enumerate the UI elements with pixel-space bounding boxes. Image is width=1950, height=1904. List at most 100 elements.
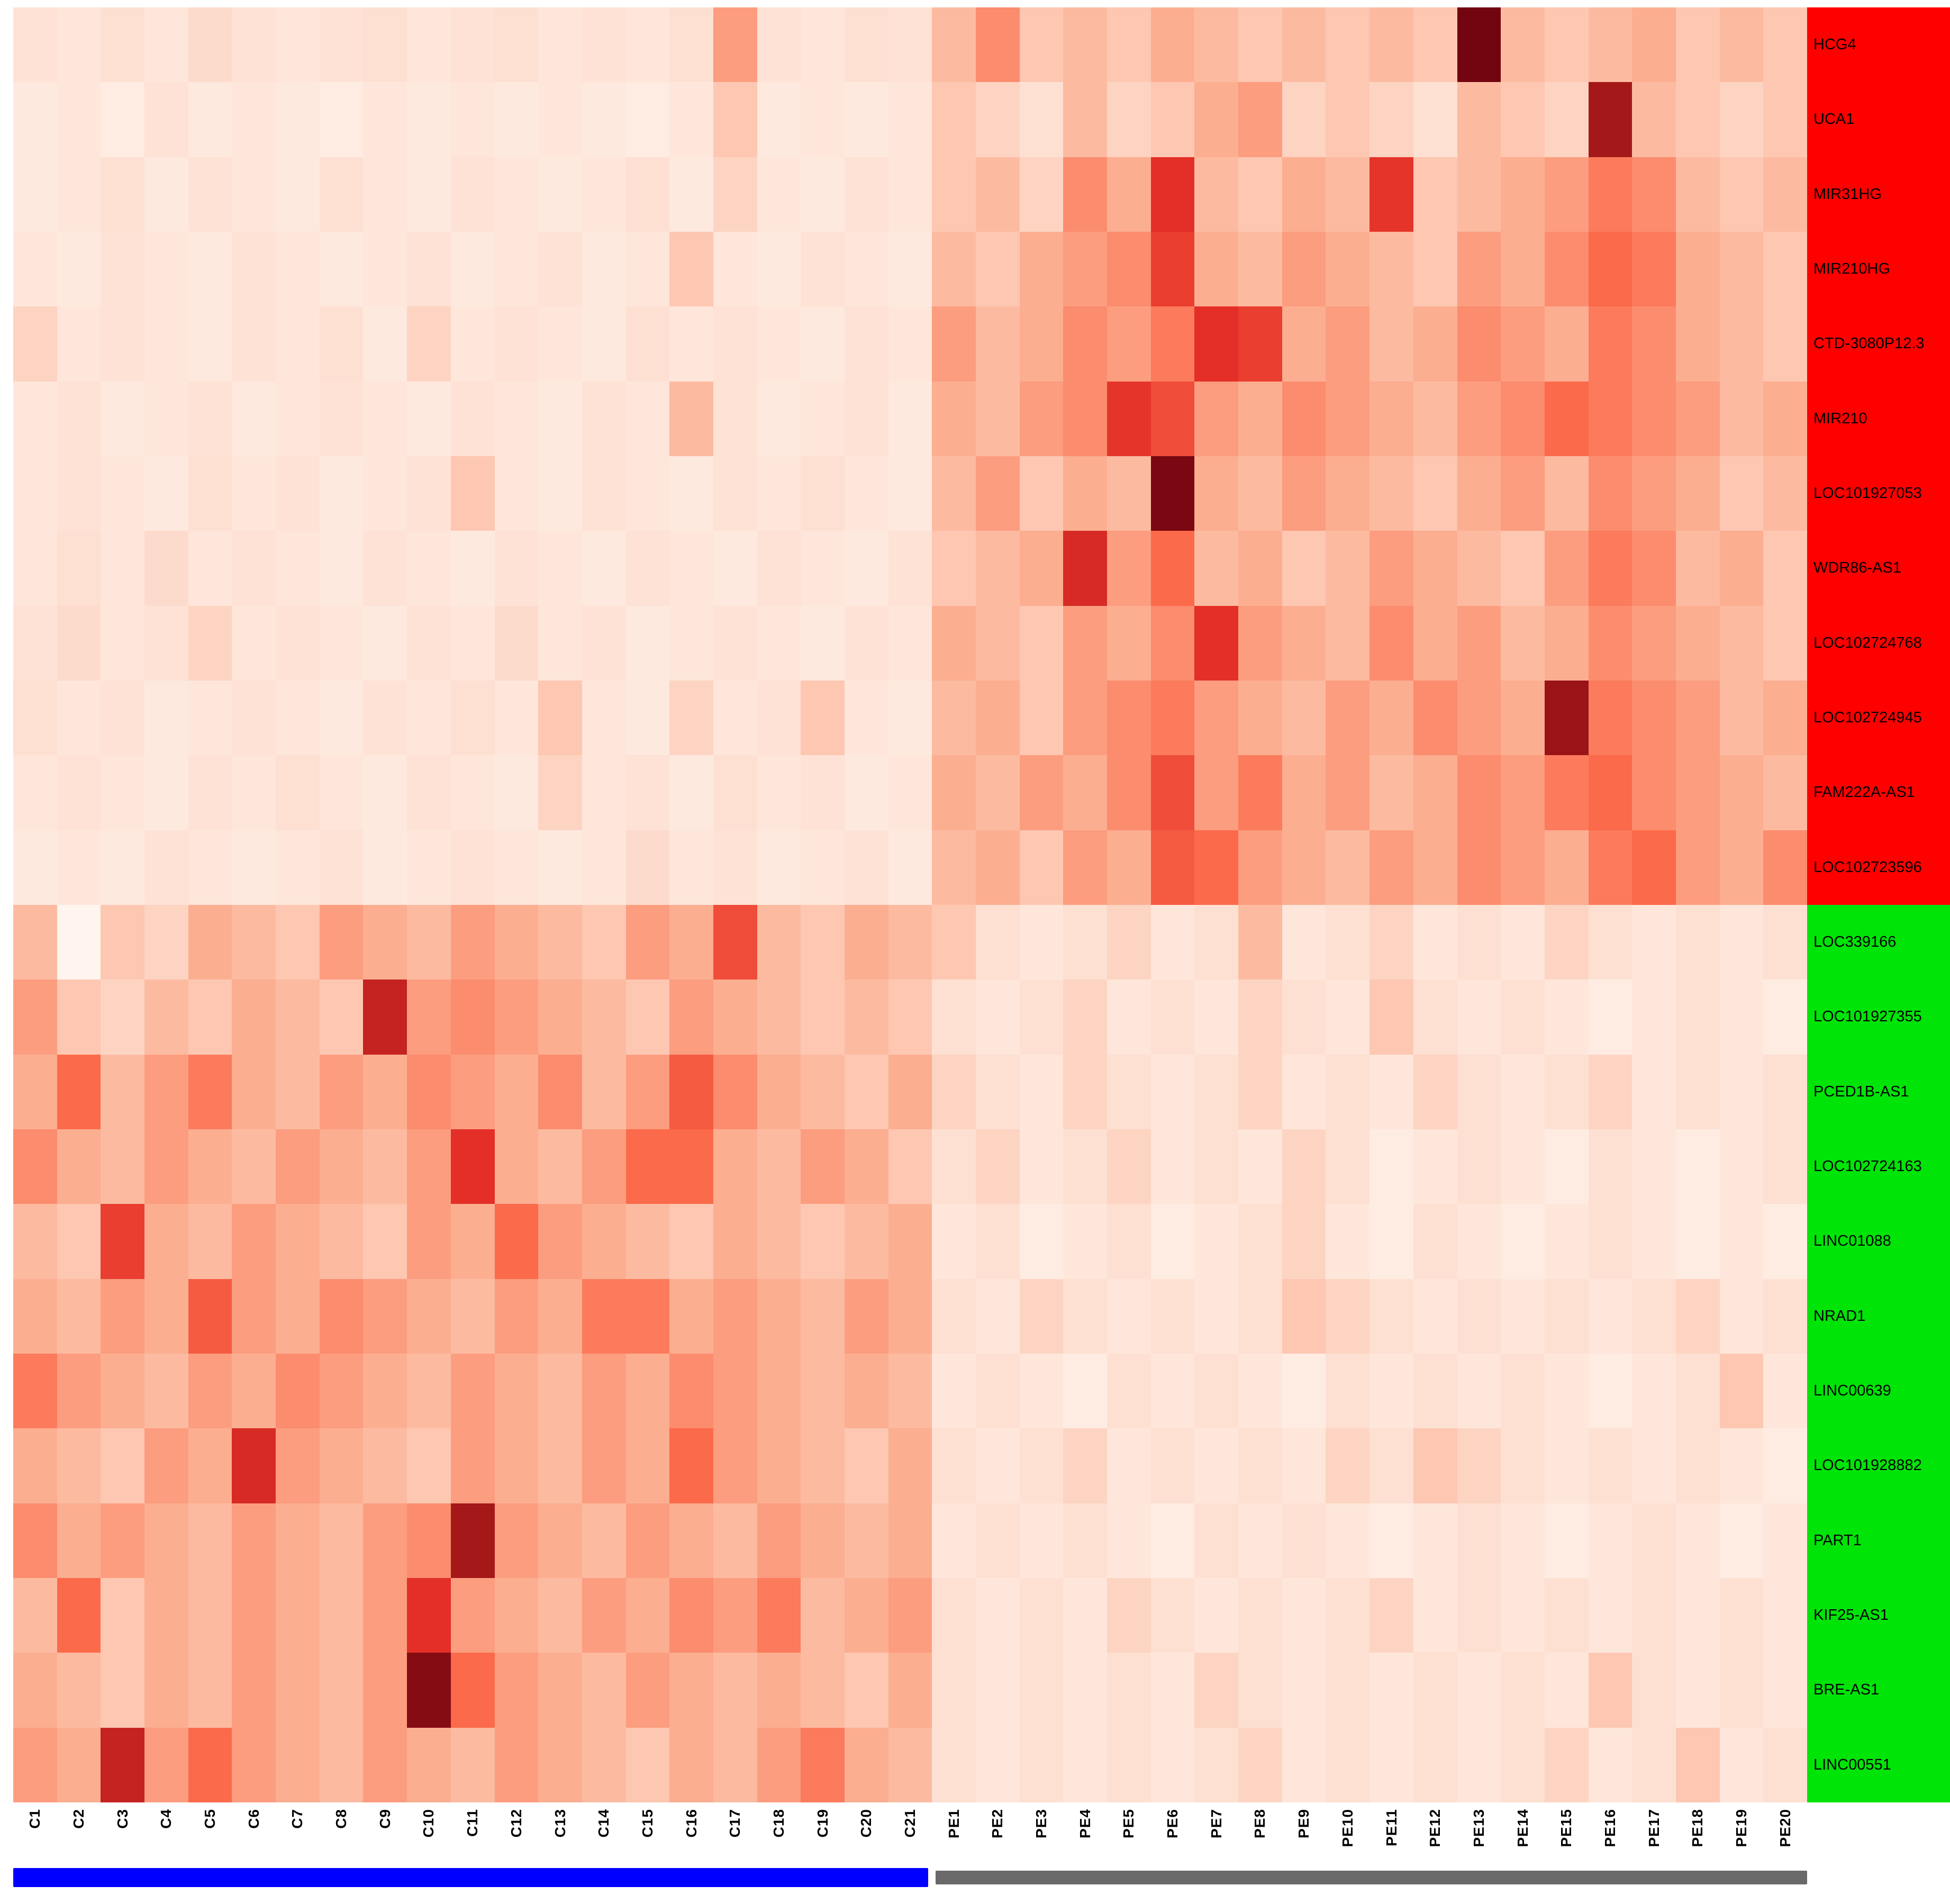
heatmap-cell bbox=[976, 1503, 1020, 1578]
heatmap-cell bbox=[1063, 1727, 1108, 1802]
row-label: WDR86-AS1 bbox=[1807, 531, 1950, 606]
row-label: CTD-3080P12.3 bbox=[1807, 306, 1950, 382]
heatmap-cell bbox=[188, 306, 232, 382]
heatmap-cell bbox=[319, 1503, 364, 1578]
heatmap-cell bbox=[1019, 1727, 1064, 1802]
heatmap-cell bbox=[1107, 680, 1151, 756]
heatmap-cell bbox=[582, 1653, 626, 1728]
heatmap-cell bbox=[757, 1503, 801, 1578]
heatmap-cell bbox=[1413, 306, 1457, 382]
heatmap-cell bbox=[1369, 1279, 1413, 1354]
heatmap-cell bbox=[1194, 157, 1239, 232]
heatmap-cell bbox=[13, 980, 57, 1055]
column-label: PE5 bbox=[1120, 1809, 1137, 1838]
heatmap-cell bbox=[1194, 1577, 1239, 1653]
heatmap-cell bbox=[888, 904, 932, 980]
heatmap-cell bbox=[1501, 1428, 1545, 1503]
heatmap-cell bbox=[669, 7, 713, 83]
heatmap-cell bbox=[1107, 605, 1151, 681]
heatmap-cell bbox=[57, 1353, 101, 1429]
heatmap-cell bbox=[101, 1653, 145, 1728]
heatmap-cell bbox=[450, 1279, 495, 1354]
heatmap-cell bbox=[1763, 231, 1807, 307]
heatmap-cell bbox=[1238, 680, 1282, 756]
heatmap-cell bbox=[1369, 1503, 1413, 1578]
column-label: C4 bbox=[158, 1809, 175, 1829]
column-label: PE13 bbox=[1470, 1809, 1487, 1847]
heatmap-cell bbox=[888, 830, 932, 905]
heatmap-cell bbox=[1413, 1054, 1457, 1129]
heatmap-cell bbox=[932, 1054, 976, 1129]
heatmap-cell bbox=[1063, 1054, 1108, 1129]
heatmap-cell bbox=[188, 830, 232, 905]
heatmap-cell bbox=[232, 1129, 276, 1204]
heatmap-cell bbox=[1588, 1577, 1632, 1653]
heatmap-cell bbox=[976, 605, 1020, 681]
heatmap-cell bbox=[232, 755, 276, 830]
column-label: PE10 bbox=[1339, 1809, 1356, 1847]
heatmap-cell bbox=[625, 381, 670, 456]
heatmap-cell bbox=[1719, 7, 1764, 83]
heatmap-cell bbox=[13, 1353, 57, 1429]
row-label: LINC01088 bbox=[1807, 1204, 1950, 1279]
heatmap-cell bbox=[888, 531, 932, 606]
heatmap-cell bbox=[757, 7, 801, 83]
heatmap-cell bbox=[407, 1727, 451, 1802]
heatmap-cell bbox=[625, 1577, 670, 1653]
heatmap-cell bbox=[101, 1279, 145, 1354]
heatmap-cell bbox=[1588, 830, 1632, 905]
heatmap-cell bbox=[1238, 755, 1282, 830]
heatmap-cell bbox=[450, 1204, 495, 1279]
heatmap-cell bbox=[232, 531, 276, 606]
heatmap-cell bbox=[101, 1577, 145, 1653]
heatmap-cell bbox=[450, 456, 495, 531]
heatmap-cell bbox=[363, 7, 407, 83]
heatmap-cell bbox=[1326, 1428, 1370, 1503]
heatmap-cell bbox=[144, 82, 188, 157]
heatmap-cell bbox=[932, 157, 976, 232]
heatmap-cell bbox=[625, 1353, 670, 1429]
heatmap-cell bbox=[57, 231, 101, 307]
heatmap-cell bbox=[582, 157, 626, 232]
heatmap-cell bbox=[538, 7, 582, 83]
heatmap-cell bbox=[1763, 7, 1807, 83]
heatmap-cell bbox=[1501, 157, 1545, 232]
heatmap-cell bbox=[625, 306, 670, 382]
heatmap-cell bbox=[276, 1353, 320, 1429]
heatmap-cell bbox=[1719, 306, 1764, 382]
heatmap-cell bbox=[713, 1204, 757, 1279]
heatmap-cell bbox=[57, 1129, 101, 1204]
heatmap-cell bbox=[276, 1428, 320, 1503]
heatmap-cell bbox=[494, 157, 539, 232]
column-label: C8 bbox=[333, 1809, 350, 1829]
heatmap-cell bbox=[494, 306, 539, 382]
heatmap-cell bbox=[1326, 7, 1370, 83]
heatmap-cell bbox=[1063, 1204, 1108, 1279]
heatmap-cell bbox=[1501, 1054, 1545, 1129]
heatmap-cell bbox=[57, 456, 101, 531]
heatmap-cell bbox=[932, 1653, 976, 1728]
heatmap-cell bbox=[538, 1279, 582, 1354]
heatmap-cell bbox=[801, 82, 845, 157]
heatmap-cell bbox=[1369, 680, 1413, 756]
heatmap-cell bbox=[144, 1428, 188, 1503]
heatmap-cell bbox=[188, 605, 232, 681]
heatmap-cell bbox=[1238, 456, 1282, 531]
heatmap-cell bbox=[57, 1653, 101, 1728]
heatmap-cell bbox=[1763, 456, 1807, 531]
heatmap-cell bbox=[144, 830, 188, 905]
heatmap-cell bbox=[888, 456, 932, 531]
column-label: C18 bbox=[770, 1809, 787, 1838]
heatmap-cell bbox=[801, 1353, 845, 1429]
heatmap-cell bbox=[407, 456, 451, 531]
heatmap-cell bbox=[494, 680, 539, 756]
heatmap-cell bbox=[1107, 381, 1151, 456]
heatmap-cell bbox=[13, 1204, 57, 1279]
heatmap-cell bbox=[144, 680, 188, 756]
heatmap-cell bbox=[801, 1727, 845, 1802]
heatmap-cell bbox=[363, 157, 407, 232]
heatmap-cell bbox=[538, 904, 582, 980]
heatmap-cell bbox=[144, 157, 188, 232]
heatmap-cell bbox=[669, 531, 713, 606]
row-label: LOC102723596 bbox=[1807, 830, 1950, 905]
